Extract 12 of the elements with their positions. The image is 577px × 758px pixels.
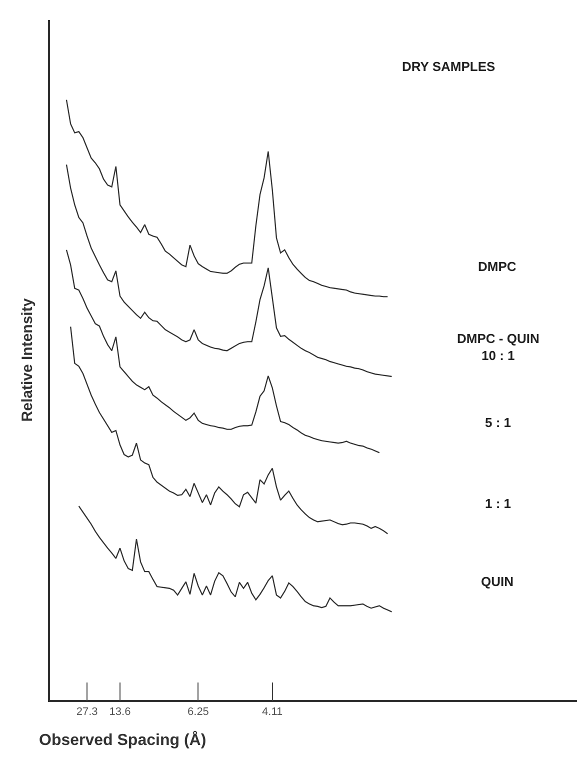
y-axis-title: Relative Intensity [19,298,36,422]
text: QUIN [481,574,514,589]
x-axis-title: Observed Spacing (Å) [39,730,206,749]
x-tick-label: 4.11 [262,706,283,718]
text: 5 : 1 [485,415,512,430]
text: 1 : 1 [485,496,512,511]
text: DMPC [478,259,517,274]
x-tick-label: 13.6 [109,706,131,718]
text: DMPC - QUIN 10 : 1 [457,331,540,363]
x-tick-label: 6.25 [188,706,209,718]
text: DRY SAMPLES [402,59,496,74]
x-tick-label: 27.3 [76,706,98,718]
